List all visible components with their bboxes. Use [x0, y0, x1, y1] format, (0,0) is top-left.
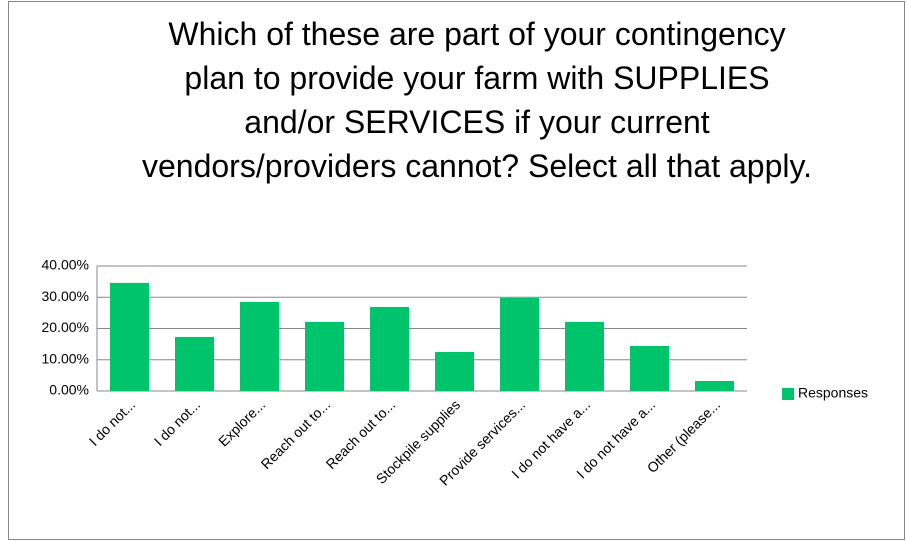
- chart-title: Which of these are part of your continge…: [141, 16, 812, 184]
- y-tick-label: 0.00%: [49, 382, 89, 398]
- x-tick-label: Explore...: [215, 396, 268, 449]
- y-tick-label: 20.00%: [42, 319, 89, 335]
- bar: [695, 381, 734, 391]
- bar: [110, 282, 149, 391]
- bar: [435, 351, 474, 391]
- y-tick-label: 10.00%: [42, 350, 89, 366]
- y-tick-label: 40.00%: [42, 257, 89, 273]
- bar: [240, 301, 279, 391]
- chart-border: [8, 1, 905, 540]
- x-tick-label: I do not...: [151, 396, 204, 449]
- y-tick-label: 30.00%: [42, 288, 89, 304]
- bar: [500, 297, 539, 391]
- bar: [630, 346, 669, 391]
- legend-label: Responses: [798, 385, 868, 401]
- legend-swatch: [782, 388, 794, 400]
- x-tick-label: I do not...: [86, 396, 139, 449]
- bar: [305, 321, 344, 391]
- bar: [175, 336, 214, 391]
- bar: [565, 321, 604, 391]
- bar: [370, 306, 409, 391]
